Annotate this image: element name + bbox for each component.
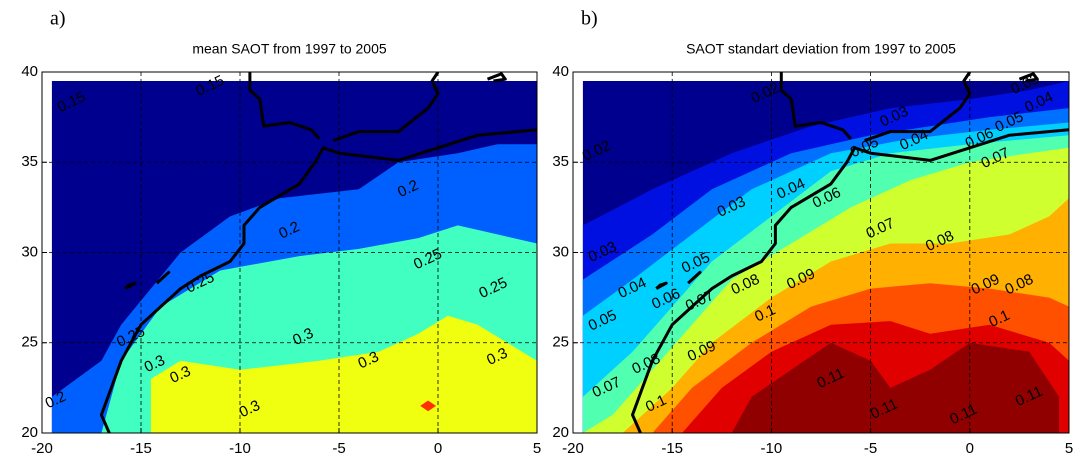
y-tick-label: 40 [552, 63, 569, 80]
chart-title: mean SAOT from 1997 to 2005 [192, 41, 387, 57]
panel: b) SAOT standart deviation from 1997 to 2… [552, 8, 1073, 457]
y-tick-label: 35 [552, 153, 569, 170]
y-tick-label: 25 [21, 334, 38, 351]
x-tick-label: -5 [864, 440, 877, 457]
x-tick-label: -15 [130, 440, 152, 457]
coastline [1018, 72, 1039, 83]
y-tick-label: 35 [21, 153, 38, 170]
x-tick-label: -10 [761, 440, 783, 457]
chart-title: SAOT standart deviation from 1997 to 200… [686, 41, 956, 57]
contour-fill [150, 315, 537, 433]
x-tick-label: -10 [229, 440, 251, 457]
panel-label: a) [50, 8, 66, 30]
contour-fill [420, 400, 436, 412]
coastline [155, 270, 171, 285]
y-tick-label: 40 [21, 63, 38, 80]
coastline [687, 270, 702, 285]
x-tick-label: -15 [661, 440, 683, 457]
x-tick-label: -20 [31, 440, 53, 457]
plot-area: 0.020.020.030.030.030.030.040.040.040.04… [573, 72, 1069, 433]
x-tick-label: 0 [434, 440, 442, 457]
coastline [631, 128, 1069, 433]
panel: a) mean SAOT from 1997 to 2005 0.150.150.2… [21, 8, 541, 457]
coastline [332, 72, 440, 143]
coastline [864, 72, 972, 143]
coastline [486, 72, 507, 83]
x-tick-label: -5 [332, 440, 345, 457]
coastline [779, 72, 852, 140]
y-tick-label: 25 [552, 334, 569, 351]
y-tick-label: 30 [552, 243, 569, 260]
coastline [248, 72, 321, 140]
contour-fill [731, 342, 1060, 433]
x-tick-label: 5 [533, 440, 541, 457]
x-tick-label: 5 [1065, 440, 1073, 457]
coastline [655, 281, 668, 290]
x-tick-label: 0 [966, 440, 974, 457]
coastline [99, 128, 537, 433]
plot-area: 0.150.150.20.20.20.250.250.250.250.3 0.30… [42, 72, 537, 433]
x-tick-label: -20 [562, 440, 584, 457]
y-tick-label: 20 [552, 424, 569, 441]
y-tick-label: 20 [21, 424, 38, 441]
y-tick-label: 30 [21, 243, 38, 260]
panel-label: b) [581, 8, 598, 30]
coastline [124, 281, 137, 290]
